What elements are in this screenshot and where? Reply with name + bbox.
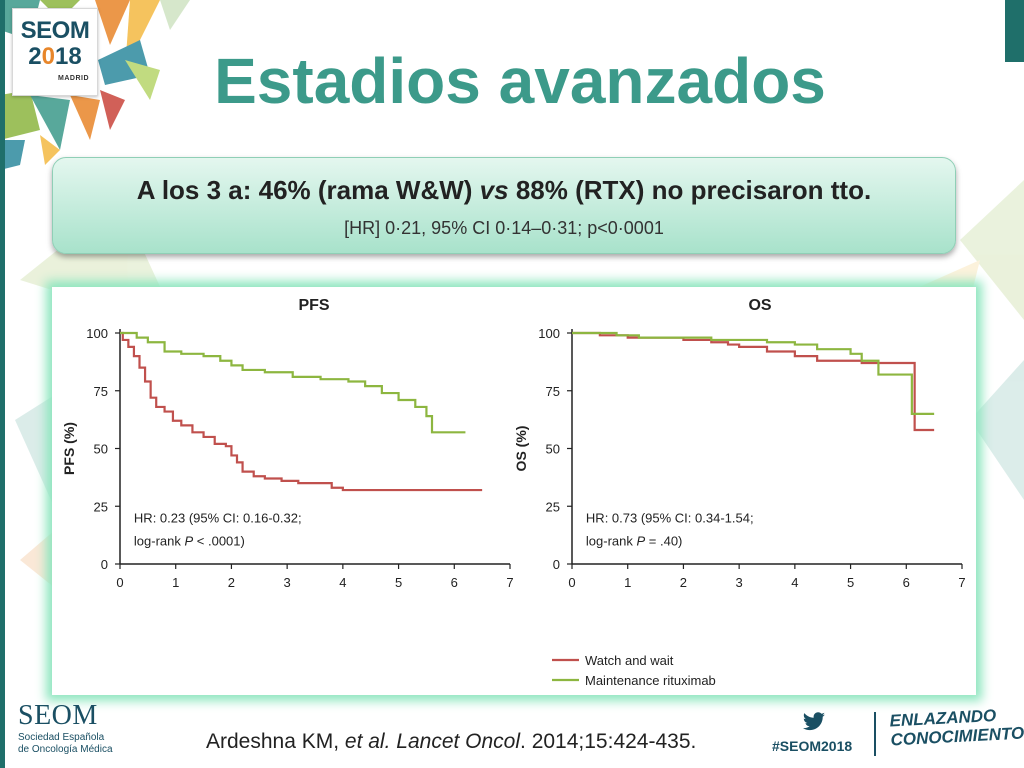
- slide-title: Estadios avanzados: [214, 45, 826, 117]
- footer-logo-line2: de Oncología Médica: [18, 744, 113, 755]
- chart-legend: Watch and wait Maintenance rituximab: [552, 653, 716, 688]
- x-tick-label: 1: [172, 575, 179, 590]
- annotation-text: = .40): [645, 534, 682, 549]
- citation: Ardeshna KM, et al. Lancet Oncol. 2014;1…: [206, 730, 697, 753]
- seom-2018-logo: SEOM 2018 MADRID: [12, 8, 98, 96]
- x-tick-label: 6: [451, 575, 458, 590]
- y-tick-label: 25: [546, 499, 560, 514]
- y-tick-label: 75: [546, 384, 560, 399]
- event-slogan: ENLAZANDO CONOCIMIENTO: [889, 705, 1024, 750]
- right-accent-tab: [1005, 0, 1024, 62]
- logo-year: 2018: [28, 43, 82, 70]
- x-tick-label: 4: [339, 575, 346, 590]
- left-accent-bar: [0, 0, 5, 768]
- callout-hazard-ratio: [HR] 0·21, 95% CI 0·14–0·31; p<0·0001: [344, 218, 664, 238]
- decorative-shapes: [0, 0, 190, 170]
- hr-annotation-line1: HR: 0.73 (95% CI: 0.34-1.54;: [586, 510, 754, 525]
- footer-logo-name: SEOM: [18, 700, 98, 731]
- x-tick-label: 3: [284, 575, 291, 590]
- km-curve-watch-and-wait: [120, 331, 483, 492]
- footer-logo-line1: Sociedad Española: [18, 732, 105, 743]
- annotation-text: log-rank: [134, 534, 185, 549]
- y-tick-label: 75: [94, 384, 108, 399]
- y-tick-label: 0: [101, 557, 108, 572]
- y-tick-label: 50: [94, 442, 108, 457]
- x-tick-label: 2: [680, 575, 687, 590]
- y-tick-label: 100: [86, 326, 108, 341]
- annotation-p: P: [637, 534, 646, 549]
- x-tick-label: 6: [903, 575, 910, 590]
- seom-footer-logo: SEOM Sociedad Española de Oncología Médi…: [18, 700, 113, 756]
- twitter-bird-icon: [803, 712, 825, 731]
- km-curve-rituximab: [572, 331, 935, 415]
- x-tick-label: 7: [506, 575, 513, 590]
- y-axis-label: OS (%): [513, 426, 529, 472]
- hr-annotation-line2: log-rank P < .0001): [134, 534, 245, 549]
- x-tick-label: 5: [395, 575, 402, 590]
- legend-label: Maintenance rituximab: [585, 673, 716, 688]
- x-tick-label: 0: [568, 575, 575, 590]
- logo-name: SEOM: [20, 17, 90, 44]
- hr-annotation-line2: log-rank P = .40): [586, 534, 682, 549]
- annotation-p: P: [185, 534, 194, 549]
- chart-panel-pfs: PFS 0 25 50 75 100 0 1 2 3 4 5 6 7 PFS (%) HR: 0.23 (95…: [61, 297, 514, 590]
- annotation-text: < .0001): [193, 534, 245, 549]
- x-tick-label: 1: [624, 575, 631, 590]
- y-axis-label: PFS (%): [61, 422, 77, 475]
- callout-headline: A los 3 a: 46% (rama W&W) vs 88% (RTX) n…: [136, 175, 872, 205]
- x-tick-label: 2: [228, 575, 235, 590]
- x-tick-label: 0: [116, 575, 123, 590]
- event-hashtag: #SEOM2018: [772, 738, 853, 754]
- chart-panel-os: OS 0 25 50 75 100 0 1 2 3 4 5 6 7 OS (%) HR: 0.73 (95% …: [513, 297, 966, 590]
- y-tick-label: 50: [546, 442, 560, 457]
- km-curve-rituximab: [120, 331, 466, 434]
- logo-city: MADRID: [58, 75, 89, 82]
- chart-title: OS: [748, 297, 771, 314]
- x-tick-label: 4: [791, 575, 798, 590]
- y-tick-label: 0: [553, 557, 560, 572]
- survival-figure: PFS 0 25 50 75 100 0 1 2 3 4 5 6 7 PFS (%) HR: 0.23 (95…: [52, 287, 976, 695]
- x-tick-label: 7: [958, 575, 965, 590]
- footer-divider: [874, 712, 876, 756]
- x-tick-label: 3: [736, 575, 743, 590]
- y-tick-label: 100: [538, 326, 560, 341]
- km-curve-watch-and-wait: [572, 331, 935, 432]
- legend-label: Watch and wait: [585, 653, 674, 668]
- y-tick-label: 25: [94, 499, 108, 514]
- hr-annotation-line1: HR: 0.23 (95% CI: 0.16-0.32;: [134, 510, 302, 525]
- x-tick-label: 5: [847, 575, 854, 590]
- chart-title: PFS: [298, 297, 329, 314]
- summary-callout: A los 3 a: 46% (rama W&W) vs 88% (RTX) n…: [52, 157, 956, 254]
- annotation-text: log-rank: [586, 534, 637, 549]
